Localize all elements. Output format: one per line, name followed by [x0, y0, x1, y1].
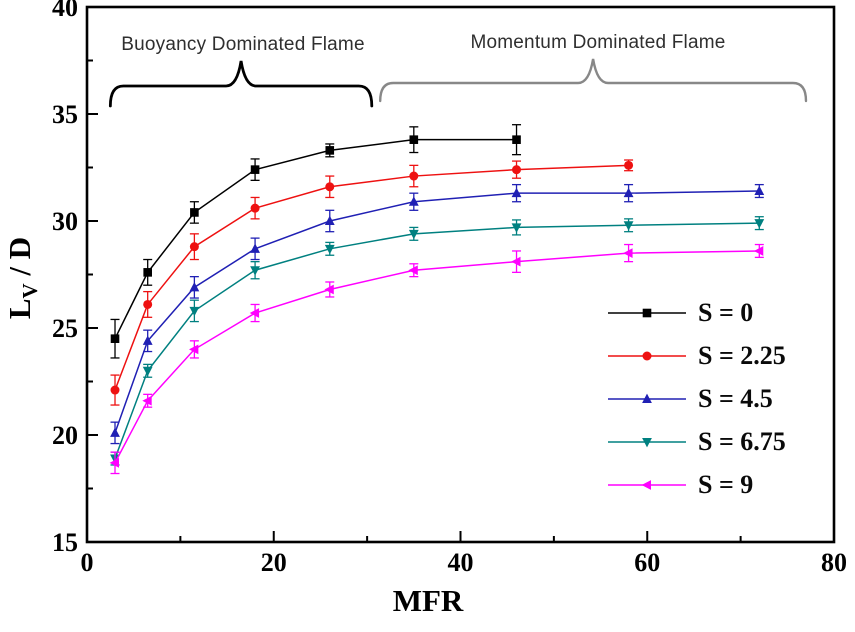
legend-marker-s6-75 — [608, 437, 686, 447]
series-s2.25 — [110, 159, 634, 406]
y-axis-label: LV / D — [2, 237, 42, 319]
svg-text:80: 80 — [821, 548, 847, 577]
svg-text:20: 20 — [52, 421, 78, 450]
region-label-buoyancy-dominated-flame: Buoyancy Dominated Flame — [121, 34, 365, 55]
series-s4.5 — [110, 183, 765, 445]
y-tick-labels: 15 20 25 30 35 40 — [52, 0, 78, 557]
legend-label-s2-25: S = 2.25 — [698, 340, 786, 370]
brace-annotation — [108, 60, 374, 108]
svg-text:25: 25 — [52, 314, 78, 343]
legend-entry-s2-25: S = 2.25 — [606, 334, 786, 377]
legend-entry-s4-5: S = 4.5 — [606, 377, 786, 420]
legend-label-s4-5: S = 4.5 — [698, 383, 773, 413]
svg-text:15: 15 — [52, 528, 78, 557]
series-s0 — [110, 124, 522, 359]
brace-annotation — [378, 58, 808, 103]
svg-text:20: 20 — [261, 548, 287, 577]
x-tick-labels: 0 20 40 60 80 — [81, 548, 848, 577]
x-axis-label: MFR — [393, 583, 464, 618]
legend-label-s0: S = 0 — [698, 297, 754, 327]
legend-entry-s6-75: S = 6.75 — [606, 420, 786, 463]
legend-marker-s2-25 — [608, 351, 686, 360]
legend: S = 0 S = 2.25 S = 4.5 S = 6.75 S = 9 — [606, 291, 786, 506]
svg-text:30: 30 — [52, 207, 78, 236]
legend-label-s9: S = 9 — [698, 469, 754, 499]
legend-entry-s9: S = 9 — [606, 463, 786, 506]
svg-text:35: 35 — [52, 100, 78, 129]
svg-text:0: 0 — [81, 548, 94, 577]
legend-marker-s0 — [608, 308, 686, 317]
svg-text:60: 60 — [634, 548, 660, 577]
svg-text:40: 40 — [52, 0, 78, 22]
svg-text:40: 40 — [448, 548, 474, 577]
axis-ticks — [86, 6, 835, 543]
region-label-momentum-dominated-flame: Momentum Dominated Flame — [470, 32, 726, 53]
legend-marker-s9 — [608, 479, 686, 490]
legend-marker-s4-5 — [608, 393, 686, 403]
series-s6.75 — [110, 216, 765, 466]
series-s9 — [109, 243, 764, 475]
legend-entry-s0: S = 0 — [606, 291, 786, 334]
legend-label-s6-75: S = 6.75 — [698, 426, 786, 456]
